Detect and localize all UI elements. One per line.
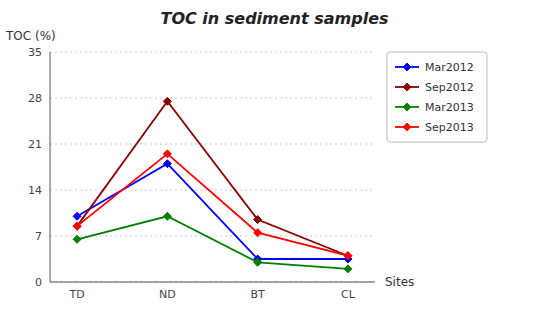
point bbox=[73, 222, 81, 230]
y-tick-label: 0 bbox=[35, 276, 42, 289]
point bbox=[254, 258, 262, 266]
y-tick-label: 28 bbox=[28, 92, 42, 105]
point bbox=[163, 212, 171, 220]
x-axis-label: Sites bbox=[385, 275, 414, 289]
series bbox=[73, 212, 352, 273]
grid bbox=[50, 52, 375, 282]
point bbox=[254, 216, 262, 224]
series-line bbox=[77, 101, 348, 255]
legend-marker bbox=[403, 63, 411, 71]
chart: TOC in sediment samples TOC (%) 0 7 14 21 28 35… bbox=[0, 0, 539, 320]
x-tick-label: TD bbox=[68, 288, 84, 301]
point bbox=[344, 252, 352, 260]
grid-line bbox=[50, 52, 375, 53]
data bbox=[73, 97, 352, 273]
point bbox=[163, 97, 171, 105]
legend-marker bbox=[403, 83, 411, 91]
series bbox=[73, 97, 352, 259]
grid-line bbox=[50, 282, 375, 283]
x-tick-label: CL bbox=[341, 288, 356, 301]
series-line bbox=[77, 154, 348, 256]
point bbox=[73, 212, 81, 220]
y-tick-label: 7 bbox=[35, 230, 42, 243]
point bbox=[73, 235, 81, 243]
legend-label: Sep2012 bbox=[425, 81, 474, 94]
legend: Mar2012 Sep2012 Mar2013 Sep2013 bbox=[387, 52, 487, 142]
x-tick-label: BT bbox=[251, 288, 266, 301]
y-tick-label: 14 bbox=[28, 184, 42, 197]
point bbox=[163, 150, 171, 158]
series bbox=[73, 150, 352, 260]
y-axis bbox=[50, 52, 51, 282]
point bbox=[163, 160, 171, 168]
y-axis-label: TOC (%) bbox=[5, 29, 56, 43]
grid-line bbox=[50, 144, 375, 145]
point bbox=[254, 229, 262, 237]
y-tick-label: 21 bbox=[28, 138, 42, 151]
legend-label: Sep2013 bbox=[425, 121, 474, 134]
legend-label: Mar2012 bbox=[425, 61, 474, 74]
grid-line bbox=[50, 236, 375, 237]
legend-marker bbox=[403, 123, 411, 131]
legend-frame bbox=[387, 52, 487, 142]
point bbox=[344, 265, 352, 273]
point bbox=[344, 252, 352, 260]
title: TOC in sediment samples bbox=[160, 9, 388, 28]
legend-label: Mar2013 bbox=[425, 101, 474, 114]
series-line bbox=[77, 216, 348, 269]
x-axis bbox=[50, 282, 375, 283]
legend-marker bbox=[403, 103, 411, 111]
grid-line bbox=[50, 190, 375, 191]
grid-line bbox=[50, 98, 375, 99]
x-tick-label: ND bbox=[159, 288, 176, 301]
y-tick-label: 35 bbox=[28, 46, 42, 59]
